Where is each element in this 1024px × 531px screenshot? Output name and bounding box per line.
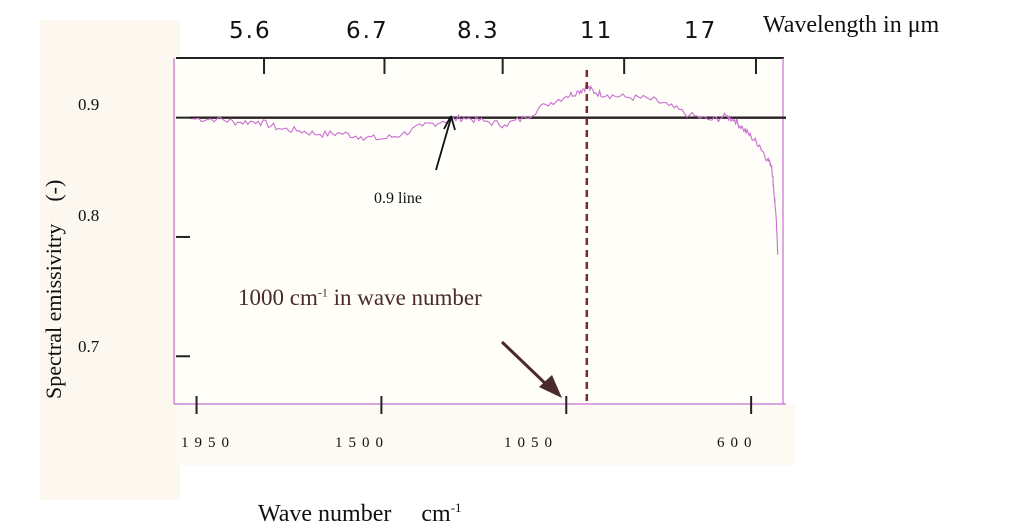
y-axis-label-unit: (-) xyxy=(41,179,66,202)
arrow-shaft xyxy=(500,340,550,388)
y-axis-label: Spectral emissivitry (-) xyxy=(3,90,66,410)
bottom-tick-label: 600 xyxy=(717,435,758,451)
annotation-arrow-1000 xyxy=(500,340,562,398)
annotation-0.9-line: 0.9 line xyxy=(374,190,422,207)
annotation-arrow-0.9-line xyxy=(435,115,456,171)
y-axis-label-text: Spectral emissivitry xyxy=(41,223,66,399)
arrow-shaft xyxy=(435,117,452,171)
x-axis-label-unit: cm-1 xyxy=(421,500,462,527)
top-tick-label: 17 xyxy=(684,18,718,44)
y-tick-label: 0.7 xyxy=(78,337,100,356)
plot-area xyxy=(176,58,784,404)
x-axis-label: Wave number cm-1 xyxy=(258,500,462,528)
paper-background-bottom xyxy=(175,405,795,465)
y-tick-label: 0.9 xyxy=(78,95,100,114)
x-axis-label-text: Wave number xyxy=(258,501,392,527)
bottom-tick-label: 1500 xyxy=(335,435,389,451)
arrow-head xyxy=(539,375,562,398)
y-tick-label: 0.8 xyxy=(78,206,100,225)
top-tick-label: 8.3 xyxy=(457,18,500,44)
top-tick-label: 11 xyxy=(580,18,614,44)
arrow-head xyxy=(443,115,456,131)
bottom-tick-label: 1950 xyxy=(181,435,235,451)
top-axis-label: Wavelength in μm xyxy=(763,12,940,38)
paper-background-left xyxy=(40,20,180,500)
emissivity-series-line xyxy=(192,84,779,255)
annotation-1000-wavenumber: 1000 cm-1 in wave number xyxy=(238,285,482,310)
top-tick-label: 5.6 xyxy=(229,18,272,44)
bottom-tick-label: 1050 xyxy=(504,435,558,451)
top-tick-label: 6.7 xyxy=(346,18,389,44)
